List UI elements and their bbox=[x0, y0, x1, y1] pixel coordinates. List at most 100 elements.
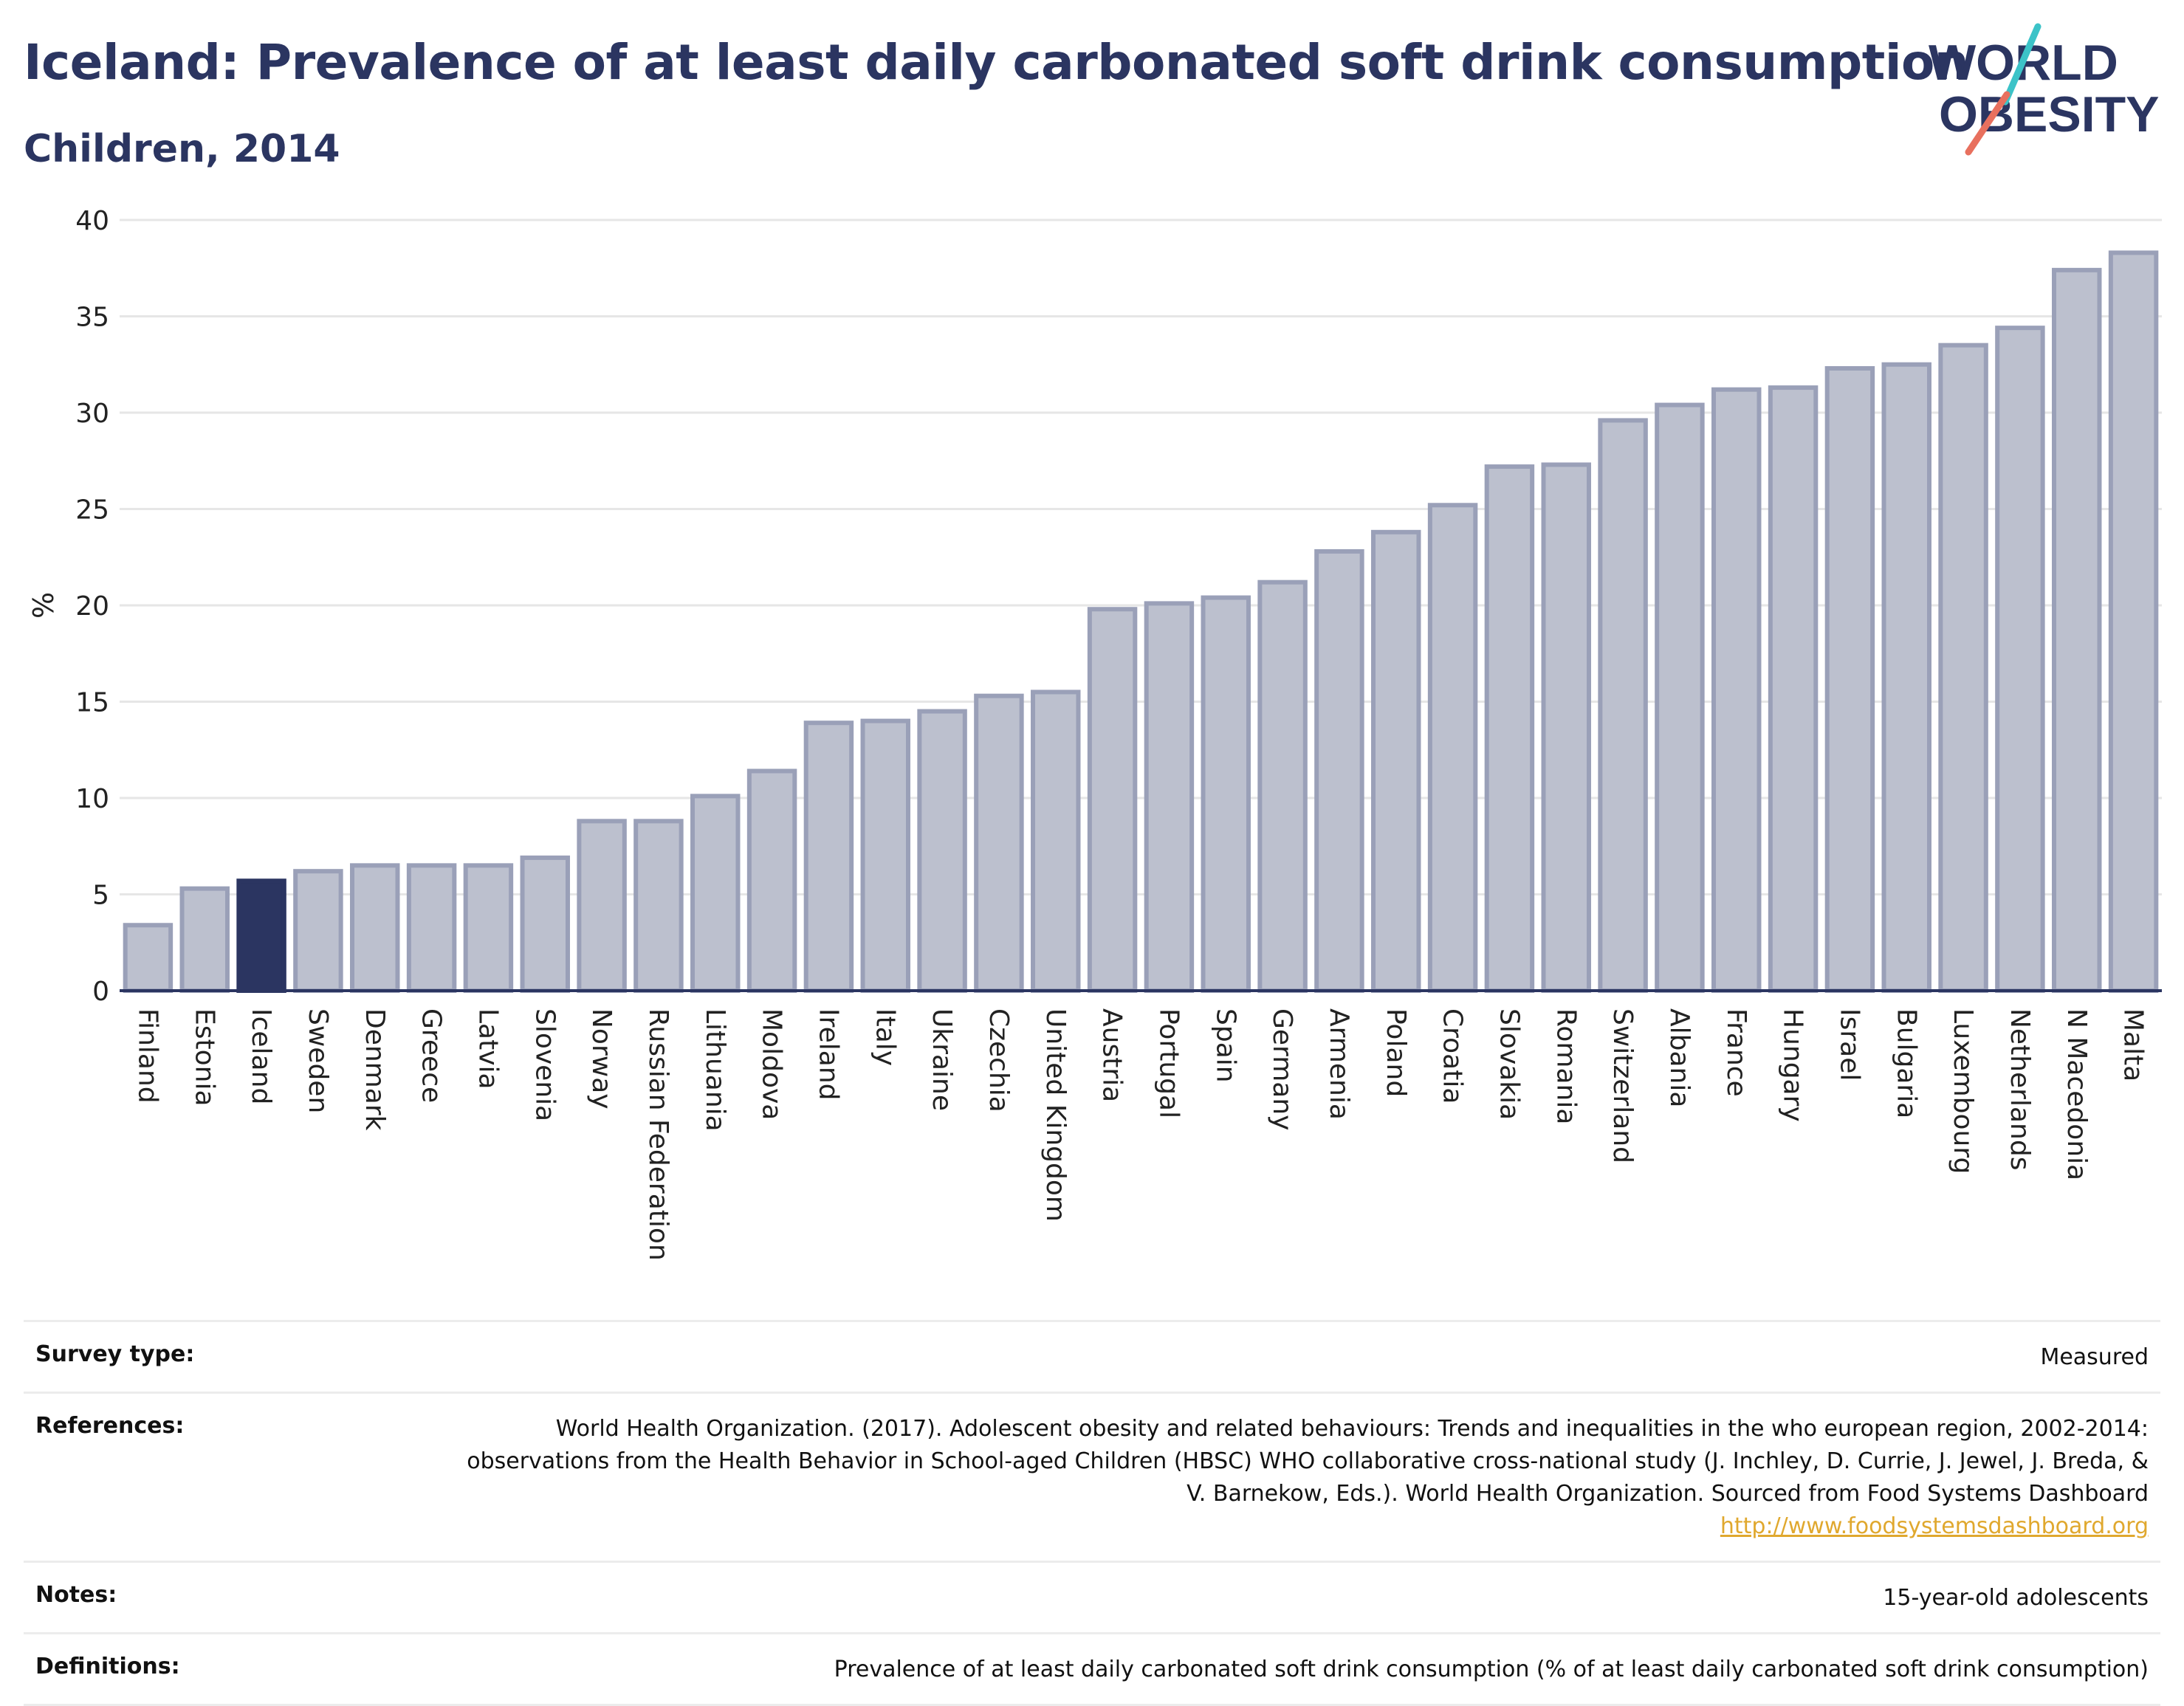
x-tick-labels: Finland Estonia Iceland Sweden Denmark Greece… bbox=[132, 1008, 2148, 1261]
bar bbox=[1484, 464, 1535, 993]
survey-type-value: Measured bbox=[2040, 1344, 2149, 1370]
y-tick-label: 15 bbox=[75, 688, 109, 718]
notes-row: Notes: 15-year-old adolescents bbox=[24, 1561, 2160, 1632]
x-tick-label: Slovenia bbox=[529, 1008, 560, 1121]
bar bbox=[1427, 503, 1478, 993]
y-tick-label: 35 bbox=[75, 303, 109, 333]
y-tick-label: 5 bbox=[92, 881, 109, 911]
x-tick-label: Bulgaria bbox=[1891, 1008, 1921, 1118]
x-tick-label: Ireland bbox=[813, 1008, 843, 1101]
x-tick-label: Malta bbox=[2118, 1008, 2149, 1081]
bar-chart: 0 5 10 15 20 25 30 35 40 Finland Estonia Iceland Sw… bbox=[27, 206, 2162, 1261]
x-tick-label: N Macedonia bbox=[2061, 1008, 2092, 1180]
bar bbox=[1768, 385, 1819, 993]
x-tick-label: Denmark bbox=[360, 1008, 390, 1131]
bar bbox=[690, 794, 741, 993]
logo-line2: OBESITY bbox=[1939, 86, 2160, 142]
bar bbox=[633, 819, 684, 993]
y-tick-label: 25 bbox=[75, 495, 109, 526]
x-tick-label: Romania bbox=[1551, 1008, 1581, 1124]
x-tick-label: Czechia bbox=[983, 1008, 1014, 1112]
bar bbox=[2108, 250, 2159, 993]
notes-value: 15-year-old adolescents bbox=[1883, 1585, 2149, 1611]
references-row: References: World Health Organization. (… bbox=[24, 1392, 2160, 1561]
bar bbox=[179, 886, 230, 994]
x-tick-label: Italy bbox=[870, 1008, 900, 1066]
bar bbox=[1314, 548, 1364, 993]
x-tick-label: Poland bbox=[1381, 1008, 1411, 1097]
bar bbox=[1257, 579, 1308, 993]
bar bbox=[1881, 362, 1931, 993]
y-tick-label: 10 bbox=[75, 784, 109, 814]
bar bbox=[1201, 595, 1251, 993]
y-tick-label: 0 bbox=[92, 977, 109, 1007]
axes: 0 5 10 15 20 25 30 35 40 bbox=[75, 206, 2162, 1007]
x-tick-label: Germany bbox=[1267, 1008, 1297, 1130]
x-tick-label: Israel bbox=[1834, 1008, 1864, 1081]
x-tick-label: Ukraine bbox=[927, 1008, 957, 1111]
x-tick-label: Spain bbox=[1210, 1008, 1240, 1083]
definitions-value: Prevalence of at least daily carbonated … bbox=[834, 1657, 2149, 1682]
x-tick-label: Portugal bbox=[1153, 1008, 1184, 1118]
x-tick-label: Sweden bbox=[303, 1008, 333, 1113]
bar bbox=[1598, 418, 1648, 993]
x-tick-label: Iceland bbox=[246, 1008, 276, 1104]
notes-label: Notes: bbox=[35, 1582, 117, 1608]
bars bbox=[123, 250, 2159, 994]
chart-title: Iceland: Prevalence of at least daily ca… bbox=[24, 34, 1969, 91]
bar bbox=[746, 768, 797, 993]
y-tick-label: 40 bbox=[75, 206, 109, 236]
x-tick-label: Albania bbox=[1664, 1008, 1694, 1107]
x-tick-label: Austria bbox=[1097, 1008, 1127, 1102]
y-axis-label: % bbox=[27, 592, 60, 619]
x-tick-label: Greece bbox=[416, 1008, 447, 1103]
bar bbox=[123, 923, 174, 994]
x-tick-label: Lithuania bbox=[700, 1008, 730, 1132]
x-tick-label: Estonia bbox=[189, 1008, 219, 1107]
references-value-block: World Health Organization. (2017). Adole… bbox=[450, 1413, 2149, 1543]
bar bbox=[1371, 529, 1421, 993]
chart-subtitle: Children, 2014 bbox=[24, 127, 340, 171]
bar bbox=[463, 863, 514, 993]
x-tick-label: Latvia bbox=[473, 1008, 503, 1090]
bar bbox=[520, 855, 570, 994]
definitions-label: Definitions: bbox=[35, 1654, 180, 1679]
bar bbox=[917, 709, 967, 993]
bar bbox=[406, 863, 457, 993]
survey-type-label: Survey type: bbox=[35, 1341, 195, 1367]
bar bbox=[577, 819, 627, 993]
x-tick-label: Switzerland bbox=[1607, 1008, 1638, 1163]
logo-slash-teal bbox=[2002, 23, 2042, 106]
x-tick-label: Moldova bbox=[757, 1008, 787, 1120]
y-tick-label: 20 bbox=[75, 591, 109, 622]
references-link[interactable]: http://www.foodsystemsdashboard.org bbox=[1720, 1513, 2149, 1539]
survey-type-row: Survey type: Measured bbox=[24, 1320, 2160, 1392]
x-tick-label: Netherlands bbox=[2005, 1008, 2035, 1170]
bar bbox=[1938, 343, 1988, 993]
bar bbox=[1995, 326, 2045, 994]
bar bbox=[1711, 387, 1762, 993]
bar-highlight bbox=[236, 878, 286, 993]
x-tick-label: United Kingdom bbox=[1040, 1008, 1071, 1222]
bar bbox=[1541, 462, 1591, 993]
x-tick-label: Hungary bbox=[1778, 1008, 1808, 1122]
bar bbox=[860, 718, 910, 993]
bar bbox=[293, 869, 343, 994]
logo-slash-coral bbox=[1965, 91, 2010, 156]
bar bbox=[974, 693, 1024, 993]
bar bbox=[1087, 607, 1138, 993]
x-tick-label: Russian Federation bbox=[643, 1008, 673, 1261]
references-label: References: bbox=[35, 1413, 185, 1439]
bar bbox=[350, 863, 400, 993]
x-tick-label: Armenia bbox=[1324, 1008, 1354, 1120]
bar bbox=[1824, 365, 1875, 994]
x-tick-label: Finland bbox=[132, 1008, 162, 1104]
bar bbox=[803, 720, 854, 994]
bar bbox=[1031, 689, 1081, 993]
references-text: World Health Organization. (2017). Adole… bbox=[467, 1416, 2149, 1507]
world-obesity-logo: WORLD OBESITY bbox=[1929, 23, 2160, 156]
bar bbox=[1655, 402, 1705, 993]
definitions-row: Definitions: Prevalence of at least dail… bbox=[24, 1632, 2160, 1706]
bar bbox=[1144, 601, 1195, 993]
y-tick-label: 30 bbox=[75, 399, 109, 429]
